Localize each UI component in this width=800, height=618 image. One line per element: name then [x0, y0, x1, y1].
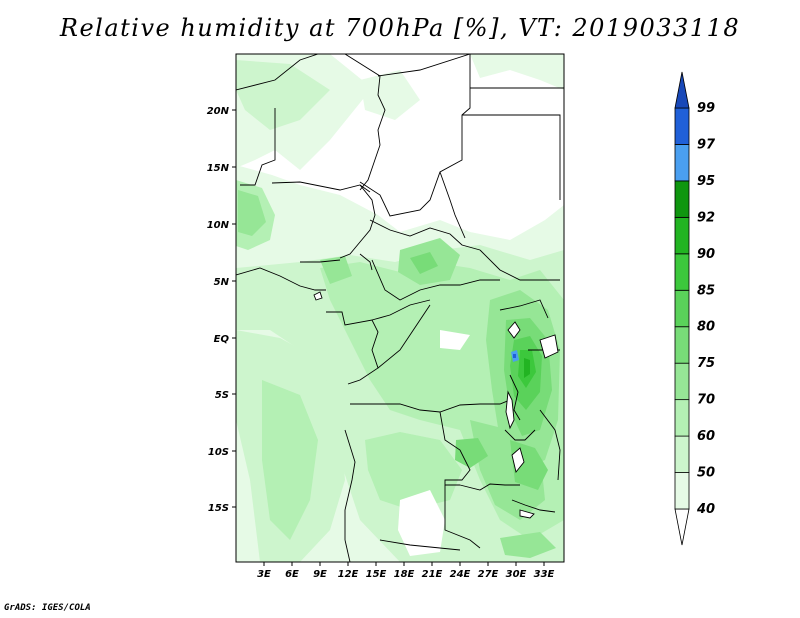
colorbar-segment	[674, 71, 690, 109]
colorbar-segment	[674, 289, 690, 328]
map-frame	[235, 53, 565, 563]
colorbar-segment	[674, 326, 690, 364]
country-boundaries	[236, 54, 564, 562]
colorbar-label: 97	[697, 137, 716, 152]
lat-tick-label: 5N	[214, 277, 230, 288]
lon-tick-label: 21E	[422, 569, 443, 580]
map-panel	[235, 53, 565, 563]
colorbar-segment	[674, 508, 690, 546]
lat-tick-label: 5S	[215, 390, 229, 401]
colorbar-segment	[674, 180, 690, 218]
colorbar-label: 70	[697, 393, 715, 408]
lon-tick-label: 27E	[478, 569, 499, 580]
lon-tick-label: 30E	[506, 569, 527, 580]
lon-tick-label: 18E	[394, 569, 415, 580]
colorbar-segment	[674, 435, 690, 473]
lon-tick-label: 9E	[313, 569, 327, 580]
colorbar-label: 90	[697, 247, 715, 262]
colorbar-segment	[674, 399, 690, 437]
colorbar-label: 40	[696, 502, 715, 517]
latitude-axis: 20N 15N 10N 5N EQ 5S 10S 15S	[207, 106, 236, 514]
lon-tick-label: 12E	[338, 569, 359, 580]
colorbar-segment	[674, 216, 690, 255]
colorbar: 40 50 60 70 75 80 85 90 92 95 97 99	[674, 71, 716, 546]
grads-credit: GrADS: IGES/COLA	[4, 603, 91, 613]
map-title: Relative humidity at 700hPa [%], VT: 201…	[59, 14, 741, 42]
colorbar-label: 75	[697, 356, 715, 371]
lon-tick-label: 24E	[450, 569, 471, 580]
colorbar-label: 95	[697, 174, 715, 189]
lon-tick-label: 15E	[366, 569, 387, 580]
colorbar-segment	[674, 107, 690, 145]
colorbar-segment	[674, 253, 690, 291]
lat-tick-label: EQ	[214, 334, 230, 345]
lat-tick-label: 15N	[207, 163, 230, 174]
colorbar-label: 92	[697, 210, 715, 225]
lat-tick-label: 10S	[208, 447, 229, 458]
lat-tick-label: 20N	[207, 106, 230, 117]
lon-tick-label: 33E	[534, 569, 555, 580]
lakes	[313, 291, 559, 519]
colorbar-label: 60	[697, 429, 715, 444]
humidity-field	[236, 54, 564, 562]
lon-tick-label: 6E	[285, 569, 299, 580]
lat-tick-label: 10N	[207, 220, 230, 231]
lon-tick-label: 3E	[257, 569, 271, 580]
colorbar-label: 80	[697, 320, 715, 335]
colorbar-segment	[674, 144, 690, 182]
colorbar-segment	[674, 472, 690, 510]
lat-tick-label: 15S	[208, 503, 229, 514]
colorbar-label: 99	[697, 101, 715, 116]
colorbar-label: 85	[697, 283, 715, 298]
longitude-axis: 3E 6E 9E 12E 15E 18E 21E 24E 27E 30E 33E	[257, 562, 555, 580]
colorbar-segment	[674, 362, 690, 401]
colorbar-label: 50	[697, 466, 715, 481]
